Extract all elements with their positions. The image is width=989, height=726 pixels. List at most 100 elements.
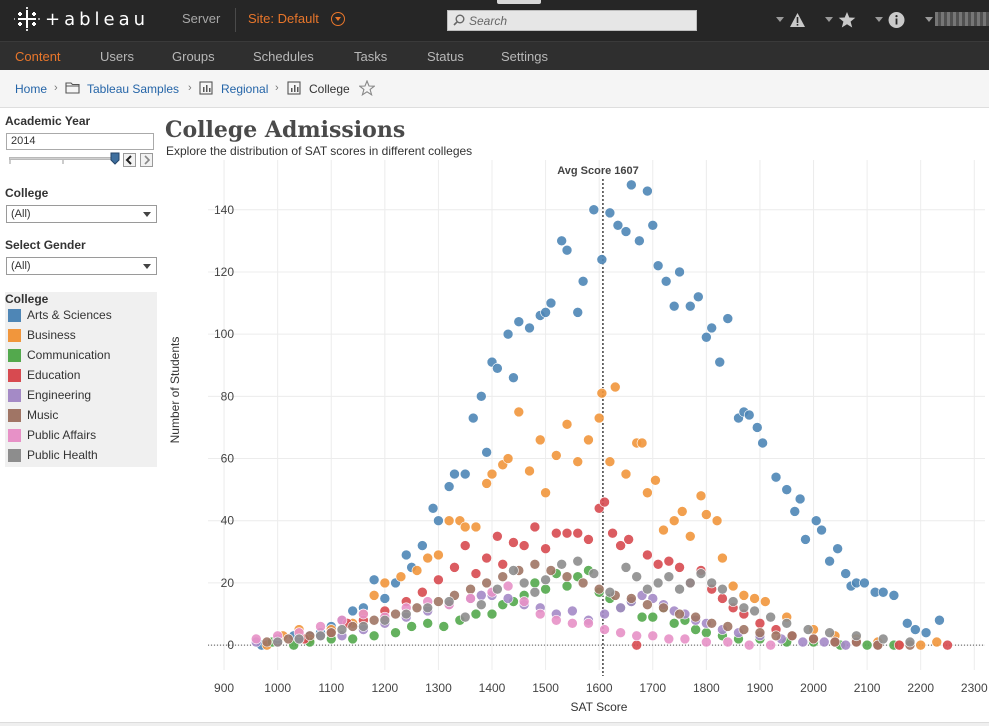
data-point[interactable]: [738, 590, 750, 601]
data-point[interactable]: [540, 574, 551, 586]
data-point[interactable]: [722, 636, 734, 648]
data-point[interactable]: [604, 456, 616, 467]
data-point[interactable]: [751, 422, 763, 433]
data-point[interactable]: [336, 614, 348, 626]
data-point[interactable]: [470, 521, 482, 533]
data-point[interactable]: [714, 356, 726, 368]
data-point[interactable]: [797, 636, 809, 648]
data-point[interactable]: [701, 627, 712, 638]
user-caret-icon[interactable]: [925, 17, 933, 22]
data-point[interactable]: [583, 434, 594, 446]
data-point[interactable]: [934, 614, 945, 626]
data-point[interactable]: [556, 558, 567, 570]
data-point[interactable]: [572, 307, 584, 318]
data-point[interactable]: [534, 434, 546, 446]
data-point[interactable]: [722, 621, 734, 632]
data-point[interactable]: [443, 481, 455, 492]
data-point[interactable]: [816, 524, 827, 536]
data-point[interactable]: [695, 490, 707, 502]
data-point[interactable]: [540, 487, 551, 499]
data-point[interactable]: [701, 509, 712, 520]
data-point[interactable]: [818, 636, 830, 648]
data-point[interactable]: [634, 235, 645, 247]
data-point[interactable]: [674, 608, 685, 620]
data-point[interactable]: [561, 527, 573, 539]
data-point[interactable]: [433, 574, 444, 586]
data-point[interactable]: [417, 540, 428, 551]
data-point[interactable]: [379, 593, 391, 604]
data-point[interactable]: [802, 624, 814, 635]
data-point[interactable]: [400, 549, 412, 561]
data-point[interactable]: [502, 580, 514, 592]
data-point[interactable]: [626, 593, 637, 604]
data-point[interactable]: [609, 381, 621, 393]
alerts-caret-icon[interactable]: [776, 17, 784, 22]
data-point[interactable]: [824, 627, 835, 638]
data-point[interactable]: [824, 555, 835, 567]
data-point[interactable]: [652, 558, 664, 570]
data-point[interactable]: [754, 618, 766, 629]
data-point[interactable]: [829, 636, 841, 648]
data-point[interactable]: [663, 633, 675, 645]
data-point[interactable]: [942, 639, 953, 651]
data-point[interactable]: [347, 605, 358, 617]
legend-item-public-affairs[interactable]: Public Affairs: [8, 428, 156, 444]
data-point[interactable]: [859, 577, 870, 589]
nav-users[interactable]: Users: [100, 49, 134, 64]
data-point[interactable]: [650, 475, 661, 486]
data-point[interactable]: [840, 639, 851, 651]
chart-canvas[interactable]: 900 1000 1100 1200 1300 1400 1500 1600 1700 1800 1…: [160, 160, 989, 720]
data-point[interactable]: [475, 590, 487, 601]
legend-item-arts-sciences[interactable]: Arts & Sciences: [8, 308, 156, 324]
data-point[interactable]: [551, 450, 562, 461]
data-point[interactable]: [722, 313, 734, 324]
data-point[interactable]: [674, 583, 685, 595]
data-point[interactable]: [781, 484, 793, 495]
breadcrumb-project[interactable]: Tableau Samples: [87, 82, 180, 96]
breadcrumb-workbook[interactable]: Regional: [221, 82, 269, 96]
data-point[interactable]: [631, 571, 642, 583]
data-point[interactable]: [738, 602, 750, 614]
data-point[interactable]: [620, 468, 632, 480]
data-point[interactable]: [492, 583, 503, 595]
data-point[interactable]: [459, 521, 471, 533]
data-point[interactable]: [449, 468, 460, 480]
data-point[interactable]: [754, 627, 766, 638]
data-point[interactable]: [577, 577, 589, 589]
data-point[interactable]: [668, 300, 680, 312]
server-link[interactable]: Server: [182, 11, 221, 26]
data-point[interactable]: [567, 605, 578, 617]
data-point[interactable]: [551, 614, 562, 626]
data-point[interactable]: [642, 549, 653, 561]
data-point[interactable]: [304, 630, 316, 642]
data-point[interactable]: [368, 614, 380, 626]
data-point[interactable]: [406, 621, 417, 632]
nav-content[interactable]: Content: [15, 49, 61, 64]
data-point[interactable]: [518, 577, 530, 589]
slider-thumb-icon[interactable]: [110, 152, 120, 165]
data-point[interactable]: [422, 618, 434, 629]
data-point[interactable]: [422, 602, 434, 614]
data-point[interactable]: [794, 493, 806, 505]
data-point[interactable]: [668, 515, 680, 527]
data-point[interactable]: [599, 608, 610, 620]
data-point[interactable]: [283, 633, 294, 645]
data-point[interactable]: [395, 571, 407, 583]
data-point[interactable]: [851, 630, 862, 642]
data-point[interactable]: [417, 586, 428, 598]
data-point[interactable]: [647, 220, 659, 231]
data-point[interactable]: [449, 562, 460, 573]
user-name[interactable]: [935, 12, 989, 26]
data-point[interactable]: [642, 599, 653, 610]
data-point[interactable]: [529, 577, 541, 589]
data-point[interactable]: [888, 590, 900, 601]
data-point[interactable]: [620, 226, 632, 237]
data-point[interactable]: [781, 618, 793, 629]
data-point[interactable]: [524, 465, 535, 477]
data-point[interactable]: [390, 627, 401, 638]
data-point[interactable]: [250, 633, 262, 645]
data-point[interactable]: [486, 608, 498, 620]
data-point[interactable]: [465, 593, 476, 604]
data-point[interactable]: [679, 633, 691, 645]
data-point[interactable]: [593, 583, 605, 595]
